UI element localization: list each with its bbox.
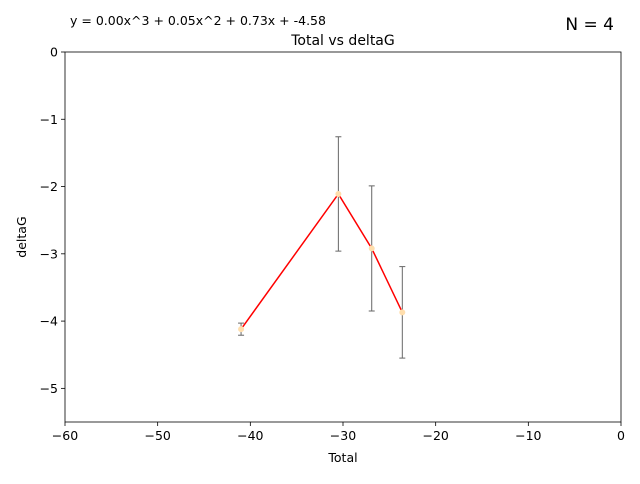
y-tick-label: −2 <box>40 179 58 194</box>
plot-area <box>238 136 406 359</box>
y-tick-label: −1 <box>40 112 58 127</box>
x-tick-label: −60 <box>52 428 78 443</box>
chart-title: Total vs deltaG <box>290 33 394 49</box>
y-tick-label: −5 <box>40 381 58 396</box>
y-tick-label: −3 <box>40 246 58 261</box>
x-tick-label: −40 <box>237 428 263 443</box>
data-point <box>399 309 406 316</box>
x-tick-label: −20 <box>422 428 448 443</box>
axes-frame <box>64 51 622 423</box>
data-point <box>368 245 375 252</box>
y-tick-label: −4 <box>40 314 58 329</box>
data-point <box>335 190 342 197</box>
x-tick-label: −10 <box>515 428 541 443</box>
series-line <box>240 192 403 330</box>
data-point <box>238 326 245 333</box>
x-tick-label: −30 <box>330 428 356 443</box>
x-axis-label: Total <box>327 450 357 465</box>
y-axis: 0 −1 −2 −3 −4 −5 <box>40 45 65 396</box>
y-tick-label: 0 <box>50 45 58 60</box>
x-axis: −60 −50 −40 −30 −20 −10 0 <box>52 422 625 443</box>
x-tick-label: 0 <box>617 428 625 443</box>
fit-equation: y = 0.00x^3 + 0.05x^2 + 0.73x + -4.58 <box>70 13 326 28</box>
y-axis-label: deltaG <box>14 216 29 257</box>
sample-count: N = 4 <box>565 15 614 35</box>
x-tick-label: −50 <box>144 428 170 443</box>
